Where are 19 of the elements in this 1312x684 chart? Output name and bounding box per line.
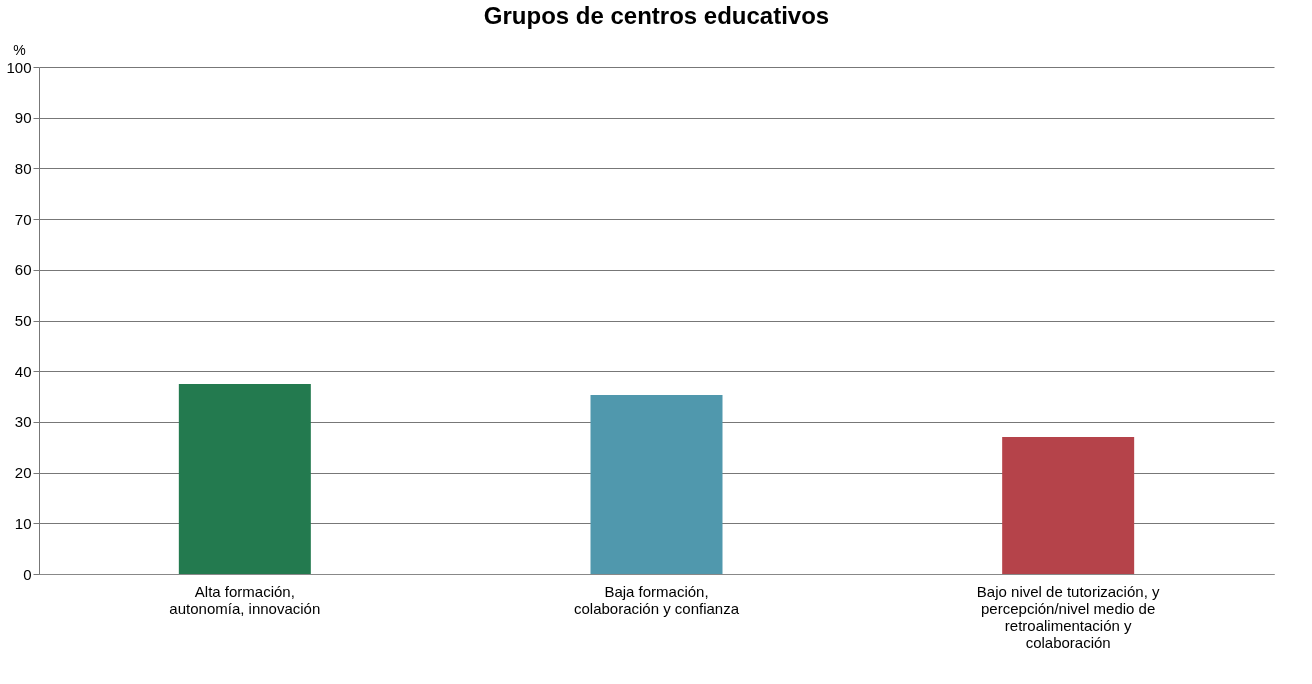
- chart-title: Grupos de centros educativos: [483, 2, 830, 29]
- bar: [590, 395, 723, 574]
- y-tick-label: 80: [14, 159, 32, 177]
- y-tick-label: 10: [14, 514, 32, 532]
- y-tick-label: 90: [14, 109, 32, 127]
- y-tick-label: 20: [14, 464, 32, 482]
- bar: [178, 383, 311, 574]
- y-tick-label: 30: [14, 413, 32, 431]
- y-tick-label: 100: [6, 58, 32, 76]
- bar: [1002, 437, 1135, 574]
- x-tick-label: Baja formación, colaboración y confianza: [573, 582, 740, 617]
- x-tick-label: Bajo nivel de tutorización, y percepción/nivel medio de retroalimentación y colaboración: [976, 582, 1160, 651]
- y-tick-label: 70: [14, 210, 32, 228]
- y-tick-label: 50: [14, 312, 32, 329]
- y-tick-label: 40: [14, 362, 32, 380]
- y-tick-label: 60: [14, 261, 32, 279]
- y-axis-title: %: [13, 41, 26, 58]
- y-tick-label: 0: [23, 565, 32, 583]
- x-tick-label: Alta formación, autonomía, innovación: [169, 582, 321, 617]
